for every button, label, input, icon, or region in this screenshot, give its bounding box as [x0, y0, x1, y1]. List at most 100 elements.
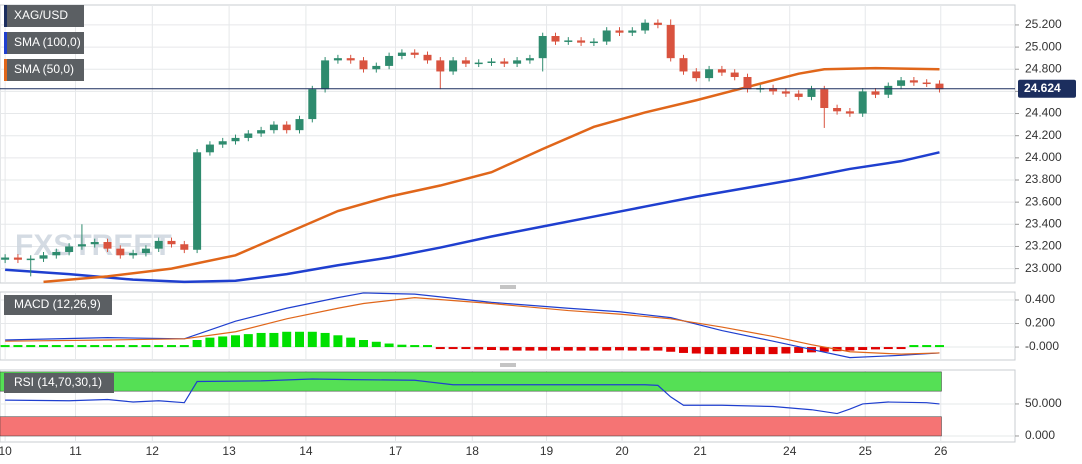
- candle-body: [935, 83, 944, 90]
- histogram-bar: [333, 335, 343, 348]
- candle-body: [679, 58, 688, 72]
- legend-box: [4, 5, 84, 27]
- x-tick-label: 26: [934, 444, 948, 458]
- panel-title-box: [4, 373, 114, 393]
- histogram-bar: [550, 347, 560, 351]
- histogram-bar: [512, 347, 522, 351]
- candle-body: [231, 137, 240, 142]
- histogram-bar: [845, 347, 855, 351]
- legend-label: SMA (100,0): [14, 35, 81, 49]
- y-tick-label: 23.600: [1025, 194, 1062, 208]
- histogram-bar: [435, 347, 445, 350]
- histogram-bar: [359, 340, 369, 348]
- candle-body: [385, 55, 394, 66]
- histogram-bar: [231, 335, 241, 348]
- candle-body: [692, 71, 701, 79]
- candle-body: [449, 60, 458, 72]
- candle-body: [871, 91, 880, 95]
- candle-body: [781, 91, 790, 94]
- histogram-bar: [461, 347, 471, 350]
- histogram-bar: [640, 347, 650, 351]
- candle-body: [909, 80, 918, 83]
- legend-box: [4, 59, 84, 81]
- histogram-bar: [384, 343, 394, 348]
- histogram-bar: [423, 345, 433, 348]
- x-tick-label: 24: [783, 444, 797, 458]
- candle-body: [1, 257, 10, 260]
- histogram-bar: [0, 345, 10, 348]
- candle-body: [743, 76, 752, 90]
- histogram-bar: [896, 347, 906, 350]
- x-tick-label: 20: [615, 444, 629, 458]
- candle-body: [372, 65, 381, 70]
- x-tick-label: 21: [693, 444, 707, 458]
- candle-body: [295, 119, 304, 131]
- candle-body: [641, 22, 650, 31]
- histogram-bar: [653, 347, 663, 351]
- candle-body: [577, 40, 586, 43]
- candle-body: [359, 60, 368, 70]
- histogram-bar: [563, 347, 573, 351]
- panel-title-box: [4, 295, 112, 315]
- histogram-bar: [397, 344, 407, 348]
- histogram-bar: [819, 347, 829, 352]
- indicator-line: [5, 292, 940, 359]
- candle-body: [39, 255, 48, 259]
- legend-label: SMA (50,0): [14, 62, 74, 76]
- candle-body: [52, 251, 61, 256]
- histogram-bar: [141, 345, 151, 348]
- histogram-bar: [487, 347, 497, 350]
- histogram-bar: [410, 345, 420, 348]
- candle-body: [154, 240, 163, 249]
- y-tick-label: 0.400: [1025, 292, 1055, 306]
- histogram-bar: [26, 345, 36, 348]
- histogram-bar: [64, 345, 74, 348]
- candle-body: [397, 52, 406, 56]
- candle-body: [615, 30, 624, 33]
- candle-body: [346, 58, 355, 61]
- histogram-bar: [90, 345, 100, 348]
- candle-body: [705, 69, 714, 79]
- candle-body: [180, 244, 189, 250]
- candle-body: [653, 22, 662, 25]
- legend-box: [4, 32, 84, 54]
- y-tick-label: 0.200: [1025, 316, 1055, 330]
- candle-body: [257, 130, 266, 134]
- panel-frame: [0, 4, 1016, 284]
- histogram-bar: [282, 331, 292, 348]
- candle-body: [193, 152, 202, 250]
- histogram-bar: [576, 347, 586, 351]
- candle-body: [103, 242, 112, 249]
- y-tick-label: 23.800: [1025, 172, 1062, 186]
- watermark: FXSTREET: [15, 229, 172, 262]
- candle-body: [167, 240, 176, 245]
- x-tick-label: 11: [69, 444, 82, 458]
- y-tick-label: 50.000: [1025, 396, 1062, 410]
- histogram-bar: [858, 347, 868, 350]
- histogram-bar: [717, 347, 727, 355]
- candle-body: [333, 58, 342, 61]
- candle-body: [26, 258, 35, 261]
- panel-frame: [0, 291, 1016, 361]
- y-tick-label: -0.000: [1025, 339, 1059, 353]
- histogram-bar: [154, 345, 164, 348]
- candle-body: [589, 41, 598, 44]
- y-tick-label: 25.000: [1025, 39, 1062, 53]
- histogram-bar: [934, 345, 944, 348]
- candle-body: [538, 36, 547, 59]
- histogram-bar: [742, 347, 752, 355]
- histogram-bar: [103, 345, 113, 348]
- histogram-bar: [295, 331, 305, 348]
- candle-body: [922, 82, 931, 85]
- candle-body: [820, 89, 829, 109]
- legend-label: XAG/USD: [14, 8, 68, 22]
- legend-swatch: [4, 32, 7, 54]
- candle-body: [845, 111, 854, 114]
- histogram-bar: [448, 347, 458, 350]
- candle-body: [525, 58, 534, 61]
- histogram-bar: [627, 347, 637, 351]
- histogram-bar: [704, 347, 714, 355]
- histogram-bar: [922, 345, 932, 348]
- indicator-line: [43, 66, 940, 284]
